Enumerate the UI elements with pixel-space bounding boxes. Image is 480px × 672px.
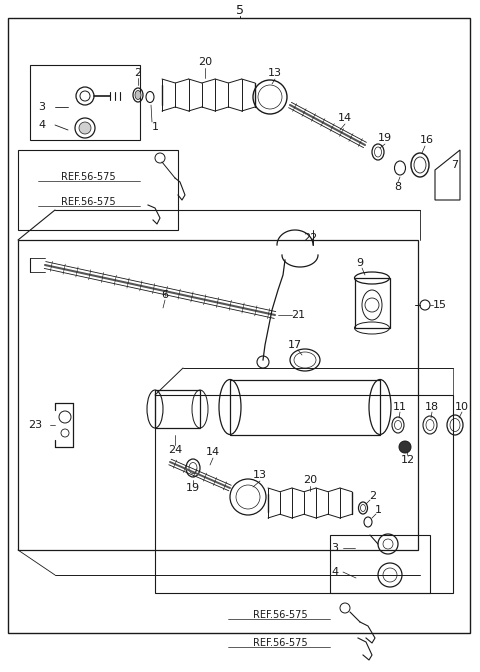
Text: REF.56-575: REF.56-575 [252, 610, 307, 620]
Text: 17: 17 [288, 340, 302, 350]
Text: 22: 22 [303, 233, 317, 243]
Text: 23: 23 [28, 420, 42, 430]
Text: 10: 10 [455, 402, 469, 412]
Text: 13: 13 [268, 68, 282, 78]
Text: 4: 4 [38, 120, 46, 130]
Text: 20: 20 [198, 57, 212, 67]
Text: 4: 4 [331, 567, 338, 577]
Text: 5: 5 [236, 3, 244, 17]
Text: 7: 7 [451, 160, 458, 170]
Text: 19: 19 [378, 133, 392, 143]
Text: 11: 11 [393, 402, 407, 412]
Text: 16: 16 [420, 135, 434, 145]
Bar [230, 380, 380, 435]
Text: 12: 12 [401, 455, 415, 465]
Text: 13: 13 [253, 470, 267, 480]
Text: 14: 14 [338, 113, 352, 123]
Bar [30, 65, 140, 140]
Text: 24: 24 [168, 445, 182, 455]
Text: 18: 18 [425, 402, 439, 412]
Text: 2: 2 [134, 68, 142, 78]
Text: 8: 8 [395, 182, 402, 192]
Text: 14: 14 [206, 447, 220, 457]
Text: 21: 21 [291, 310, 305, 320]
Bar [18, 150, 178, 230]
Text: 1: 1 [152, 122, 158, 132]
Text: 15: 15 [433, 300, 447, 310]
Bar [155, 390, 200, 428]
Bar [355, 278, 390, 328]
Text: 2: 2 [370, 491, 377, 501]
Text: REF.56-575: REF.56-575 [60, 172, 115, 182]
Ellipse shape [135, 91, 141, 99]
Text: 19: 19 [186, 483, 200, 493]
Bar [155, 395, 453, 593]
Text: 1: 1 [374, 505, 382, 515]
Text: 9: 9 [357, 258, 363, 268]
Text: 6: 6 [161, 290, 168, 300]
Circle shape [399, 441, 411, 453]
Circle shape [79, 122, 91, 134]
Text: 3: 3 [38, 102, 46, 112]
Bar [330, 535, 430, 593]
Text: REF.56-575: REF.56-575 [252, 638, 307, 648]
Text: REF.56-575: REF.56-575 [60, 197, 115, 207]
Text: 20: 20 [303, 475, 317, 485]
Bar [18, 240, 418, 550]
Text: 3: 3 [332, 543, 338, 553]
